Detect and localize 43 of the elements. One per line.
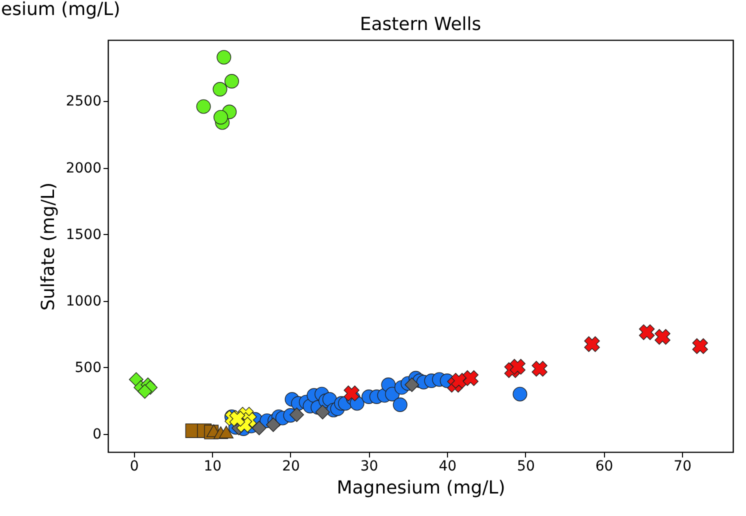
y-tick-label: 1500 [66, 226, 102, 243]
point [584, 336, 600, 352]
point [290, 407, 304, 422]
x-tick-label: 0 [130, 458, 139, 474]
point [692, 338, 708, 354]
point [252, 420, 266, 436]
point [344, 386, 360, 402]
y-axis-title: Sulfate (mg/L) [38, 182, 59, 311]
point [214, 110, 228, 124]
point [128, 372, 144, 387]
x-axis-title: Magnesium (mg/L) [336, 478, 506, 498]
y-tick-label: 1000 [66, 293, 102, 310]
y-tick-label: 0 [92, 426, 102, 443]
y-tick-label: 2500 [66, 94, 102, 110]
point [532, 360, 548, 377]
point [266, 417, 280, 432]
point [196, 99, 211, 114]
point [392, 398, 408, 412]
point [219, 426, 234, 438]
point [654, 328, 670, 345]
point [212, 82, 228, 96]
x-tick-label: 20 [282, 458, 300, 474]
x-tick-label: 70 [674, 458, 692, 474]
point [451, 372, 467, 389]
x-tick-label: 60 [595, 458, 614, 474]
chart-title: Eastern Wells [360, 14, 482, 35]
point [138, 384, 152, 399]
point [315, 404, 330, 420]
x-tick-label: 30 [360, 458, 378, 474]
x-tick-label: 10 [204, 458, 222, 474]
point [510, 358, 526, 375]
y-tick-label: 500 [74, 360, 102, 376]
point [462, 370, 478, 386]
x-tick-label: 40 [438, 458, 457, 474]
x-tick-label: 50 [517, 458, 535, 474]
point [404, 378, 420, 392]
y-tick-label: 2000 [66, 160, 102, 176]
point [216, 50, 232, 65]
point [638, 324, 655, 340]
point [512, 386, 528, 402]
text: esium (mg/L) [1, 0, 120, 20]
point [224, 74, 239, 88]
point [229, 410, 246, 427]
